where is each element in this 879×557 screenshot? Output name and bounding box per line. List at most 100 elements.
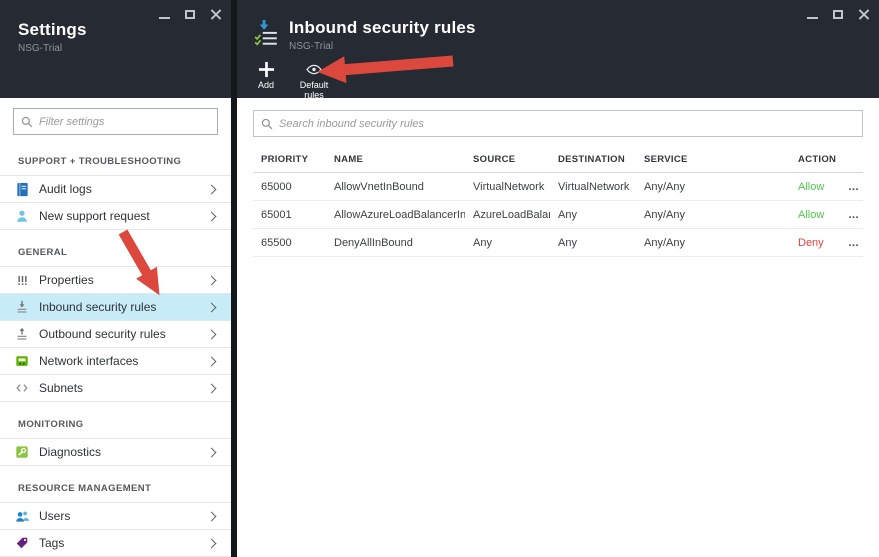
page-subtitle: NSG-Trial (289, 41, 334, 52)
col-action: ACTION (798, 154, 837, 165)
add-button[interactable]: Add (253, 60, 279, 90)
chevron-right-icon (206, 275, 217, 285)
maximize-icon[interactable] (833, 10, 843, 19)
page-title: Inbound security rules (289, 18, 476, 37)
table-row[interactable]: 65500 DenyAllInBound Any Any Any/Any Den… (253, 229, 863, 257)
default-rules-button[interactable]: Default rules (297, 60, 331, 101)
blade-divider (231, 0, 237, 557)
audit-logs-icon (14, 181, 30, 197)
window-controls (807, 9, 869, 20)
cell-service: Any/Any (644, 236, 685, 249)
cell-source: Any (473, 236, 492, 249)
sidebar-item-diagnostics[interactable]: Diagnostics (0, 439, 231, 466)
subnets-icon (14, 380, 30, 396)
window-controls (159, 9, 221, 20)
search-rules-input[interactable] (279, 117, 855, 130)
section-support-troubleshooting: SUPPORT + TROUBLESHOOTING (18, 156, 182, 167)
cell-name: DenyAllInBound (334, 236, 413, 249)
sidebar-item-users[interactable]: Users (0, 503, 231, 530)
cell-source: AzureLoadBalancer (473, 208, 550, 221)
add-button-label: Add (257, 80, 274, 90)
settings-subtitle: NSG-Trial (18, 43, 63, 54)
row-menu-button[interactable]: … (848, 180, 860, 193)
col-destination: DESTINATION (558, 154, 625, 165)
chevron-right-icon (206, 329, 217, 339)
cell-service: Any/Any (644, 208, 685, 221)
support-request-icon (14, 208, 30, 224)
outbound-rules-icon (14, 326, 30, 342)
settings-blade: Settings NSG-Trial SUPPORT + TROUBLESHOO… (0, 0, 231, 557)
properties-icon (14, 272, 30, 288)
search-icon (21, 116, 33, 127)
rules-table: PRIORITY NAME SOURCE DESTINATION SERVICE… (253, 147, 863, 257)
settings-nav: SUPPORT + TROUBLESHOOTING Audit logs New… (0, 139, 231, 557)
sidebar-item-label: Audit logs (39, 182, 92, 196)
plus-icon (258, 60, 275, 78)
network-interfaces-icon (14, 353, 30, 369)
filter-settings-input[interactable] (39, 115, 210, 128)
row-menu-button[interactable]: … (848, 236, 860, 249)
default-rules-button-label: Default rules (299, 80, 329, 101)
cell-priority: 65000 (261, 180, 292, 193)
section-general: GENERAL (18, 247, 68, 258)
chevron-right-icon (206, 447, 217, 457)
settings-title: Settings (18, 20, 87, 39)
search-rules-box (253, 110, 863, 137)
settings-blade-header: Settings NSG-Trial (0, 0, 231, 98)
sidebar-item-network-interfaces[interactable]: Network interfaces (0, 348, 231, 375)
sidebar-item-label: Subnets (39, 381, 84, 395)
sidebar-item-label: Tags (39, 536, 65, 550)
chevron-right-icon (206, 302, 217, 312)
cell-action: Deny (798, 236, 824, 249)
sidebar-item-outbound-security-rules[interactable]: Outbound security rules (0, 321, 231, 348)
section-monitoring: MONITORING (18, 419, 84, 430)
table-header-row: PRIORITY NAME SOURCE DESTINATION SERVICE… (253, 147, 863, 173)
col-source: SOURCE (473, 154, 516, 165)
sidebar-item-label: Properties (39, 273, 94, 287)
cell-priority: 65001 (261, 208, 292, 221)
col-name: NAME (334, 154, 364, 165)
cell-name: AllowAzureLoadBalancerInBound (334, 208, 465, 221)
search-icon (261, 118, 273, 129)
cell-action: Allow (798, 180, 825, 193)
maximize-icon[interactable] (185, 10, 195, 19)
cell-destination: Any (558, 208, 577, 221)
inbound-security-rules-icon (253, 20, 279, 51)
chevron-right-icon (206, 211, 217, 221)
users-icon (14, 508, 30, 524)
cell-action: Allow (798, 208, 825, 221)
sidebar-item-label: Users (39, 509, 71, 523)
sidebar-item-properties[interactable]: Properties (0, 267, 231, 294)
section-resource-management: RESOURCE MANAGEMENT (18, 483, 152, 494)
sidebar-item-subnets[interactable]: Subnets (0, 375, 231, 402)
sidebar-item-audit-logs[interactable]: Audit logs (0, 176, 231, 203)
cell-priority: 65500 (261, 236, 292, 249)
cell-name: AllowVnetInBound (334, 180, 424, 193)
close-icon[interactable] (210, 9, 221, 20)
inbound-rules-icon (14, 299, 30, 315)
cell-service: Any/Any (644, 180, 685, 193)
chevron-right-icon (206, 538, 217, 548)
table-row[interactable]: 65000 AllowVnetInBound VirtualNetwork Vi… (253, 173, 863, 201)
chevron-right-icon (206, 184, 217, 194)
inbound-security-rules-blade: Inbound security rules NSG-Trial Add Def… (237, 0, 879, 557)
sidebar-item-label: Inbound security rules (39, 300, 157, 314)
sidebar-item-label: Network interfaces (39, 354, 139, 368)
eye-icon (306, 60, 322, 78)
minimize-icon[interactable] (159, 16, 170, 19)
toolbar: Add Default rules (237, 52, 879, 101)
rules-blade-header: Inbound security rules NSG-Trial Add Def… (237, 0, 879, 101)
sidebar-item-label: Outbound security rules (39, 327, 166, 341)
sidebar-item-inbound-security-rules[interactable]: Inbound security rules (0, 294, 231, 321)
filter-settings-box (13, 108, 218, 135)
table-row[interactable]: 65001 AllowAzureLoadBalancerInBound Azur… (253, 201, 863, 229)
cell-destination: Any (558, 236, 577, 249)
sidebar-item-tags[interactable]: Tags (0, 530, 231, 557)
close-icon[interactable] (858, 9, 869, 20)
minimize-icon[interactable] (807, 16, 818, 19)
sidebar-item-new-support-request[interactable]: New support request (0, 203, 231, 230)
row-menu-button[interactable]: … (848, 208, 860, 221)
cell-destination: VirtualNetwork (558, 180, 630, 193)
sidebar-item-label: Diagnostics (39, 445, 102, 459)
